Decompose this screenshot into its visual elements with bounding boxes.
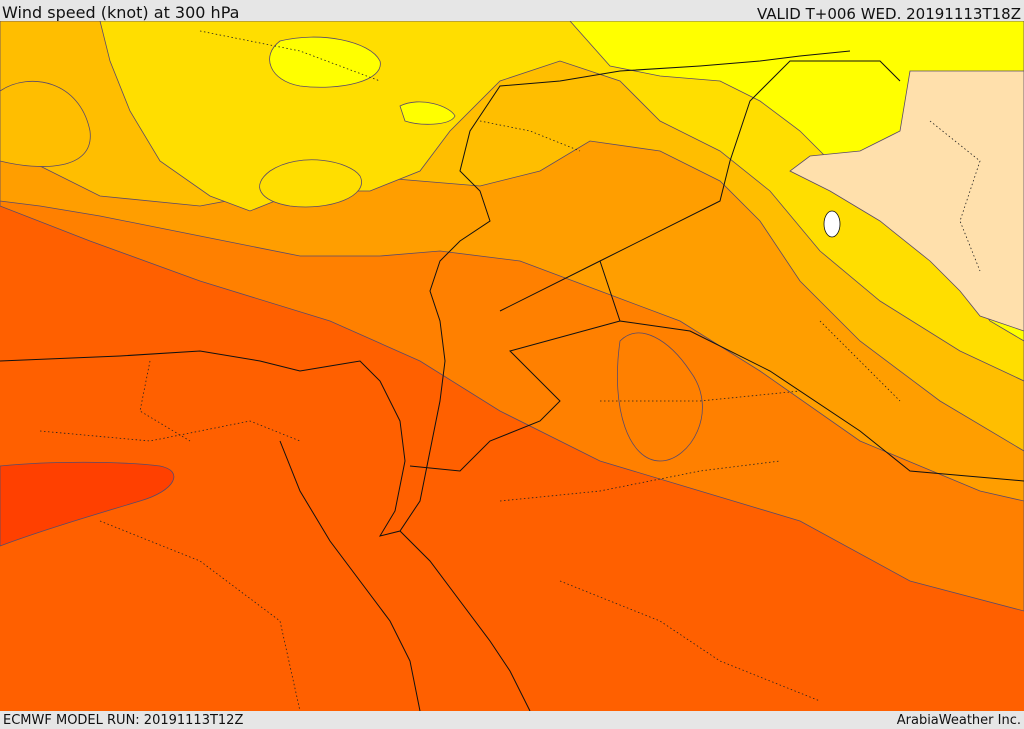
lake-tharthar bbox=[823, 210, 841, 238]
band-gold-patch bbox=[0, 80, 91, 167]
footer-bar bbox=[0, 711, 1024, 729]
national-border-3 bbox=[409, 320, 621, 472]
band-amber-patch bbox=[617, 332, 703, 462]
province-boundaries bbox=[39, 30, 981, 711]
coastline bbox=[0, 50, 851, 537]
model-run: ECMWF MODEL RUN: 20191113T12Z bbox=[3, 713, 244, 728]
red-sea-coast bbox=[279, 440, 421, 711]
band-lightest bbox=[789, 70, 1024, 332]
title-bar bbox=[0, 0, 1024, 21]
red-sea-coast-east bbox=[399, 530, 531, 711]
band-yellow-patch bbox=[269, 36, 381, 88]
band-red bbox=[0, 461, 175, 547]
band-yellow-patch2 bbox=[399, 101, 456, 125]
national-border bbox=[499, 60, 901, 312]
valid-time: VALID T+006 WED. 20191113T18Z bbox=[756, 5, 1021, 23]
wind-speed-map[interactable] bbox=[0, 21, 1024, 711]
credit: ArabiaWeather Inc. bbox=[896, 713, 1021, 728]
map-title: Wind speed (knot) at 300 hPa bbox=[2, 3, 240, 22]
band-yellow-gold-patch bbox=[259, 159, 362, 208]
